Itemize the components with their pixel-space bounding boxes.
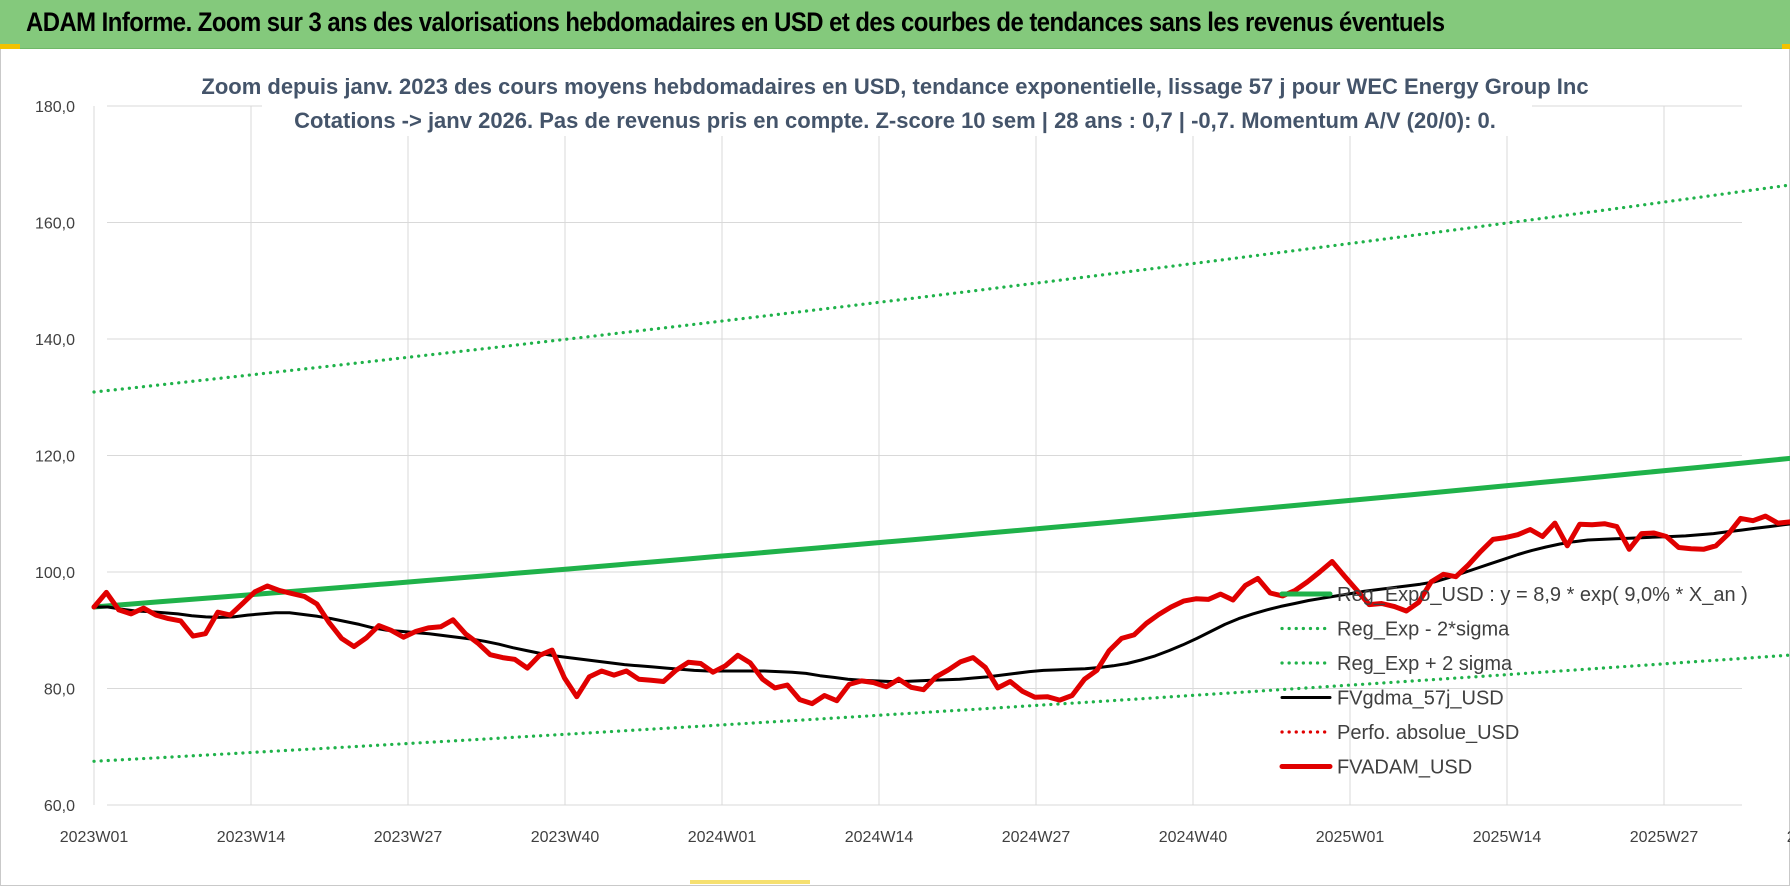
series-line-reg-exp (92, 183, 1790, 394)
chart-title-line-2: Cotations -> janv 2026. Pas de revenus p… (294, 108, 1496, 133)
legend-label: Reg_Exp + 2 sigma (1337, 653, 1513, 675)
bottom-marker (690, 880, 810, 884)
y-tick-label: 60,0 (44, 798, 75, 815)
x-tick-label: 2023W27 (374, 829, 443, 846)
legend: Reg_Expo_USD : y = 8,9 * exp( 9,0% * X_a… (1279, 584, 1748, 779)
series-line-fvadam-usd (91, 513, 1790, 707)
series-lines (91, 183, 1790, 763)
x-tick-label: 2025W40 (1787, 829, 1790, 846)
y-tick-label: 180,0 (35, 99, 75, 116)
chart-title-box (262, 66, 1532, 136)
y-tick-label: 120,0 (35, 449, 75, 466)
chart-title-line-1: Zoom depuis janv. 2023 des cours moyens … (201, 74, 1588, 99)
gridlines (93, 105, 1742, 806)
y-axis-ticks: 60,0 80,0 100,0 120,0 140,0 160,0 180,0 (35, 99, 75, 815)
legend-label: Reg_Expo_USD : y = 8,9 * exp( 9,0% * X_a… (1337, 584, 1748, 606)
y-tick-label: 160,0 (35, 216, 75, 233)
x-tick-label: 2024W01 (688, 829, 757, 846)
x-tick-label: 2023W01 (60, 829, 129, 846)
x-tick-label: 2024W14 (845, 829, 914, 846)
report-title: ADAM Informe. Zoom sur 3 ans des valoris… (26, 7, 1445, 37)
legend-label: FVgdma_57j_USD (1337, 688, 1504, 710)
x-tick-label: 2025W14 (1473, 829, 1542, 846)
x-tick-label: 2025W27 (1630, 829, 1699, 846)
x-axis-ticks: 2023W01 2023W14 2023W27 2023W40 2024W01 2024W… (60, 829, 1790, 846)
legend-label: FVADAM_USD (1337, 757, 1472, 779)
series-line-reg-exp (92, 653, 1790, 763)
y-tick-label: 140,0 (35, 332, 75, 349)
header-banner: ADAM Informe. Zoom sur 3 ans des valoris… (0, 0, 1790, 49)
corner-marker-right (1782, 44, 1790, 49)
series-line-reg-expo-usd (91, 455, 1790, 610)
series-line-fvgdma-57j-usd (92, 522, 1790, 683)
x-tick-label: 2023W40 (531, 829, 600, 846)
y-tick-label: 80,0 (44, 682, 75, 699)
corner-marker-left (0, 44, 20, 49)
x-tick-label: 2025W01 (1316, 829, 1385, 846)
x-tick-label: 2023W14 (217, 829, 286, 846)
x-tick-label: 2024W27 (1002, 829, 1071, 846)
y-tick-label: 100,0 (35, 565, 75, 582)
legend-label: Reg_Exp - 2*sigma (1337, 619, 1510, 641)
x-tick-label: 2024W40 (1159, 829, 1228, 846)
legend-label: Perfo. absolue_USD (1337, 722, 1519, 744)
